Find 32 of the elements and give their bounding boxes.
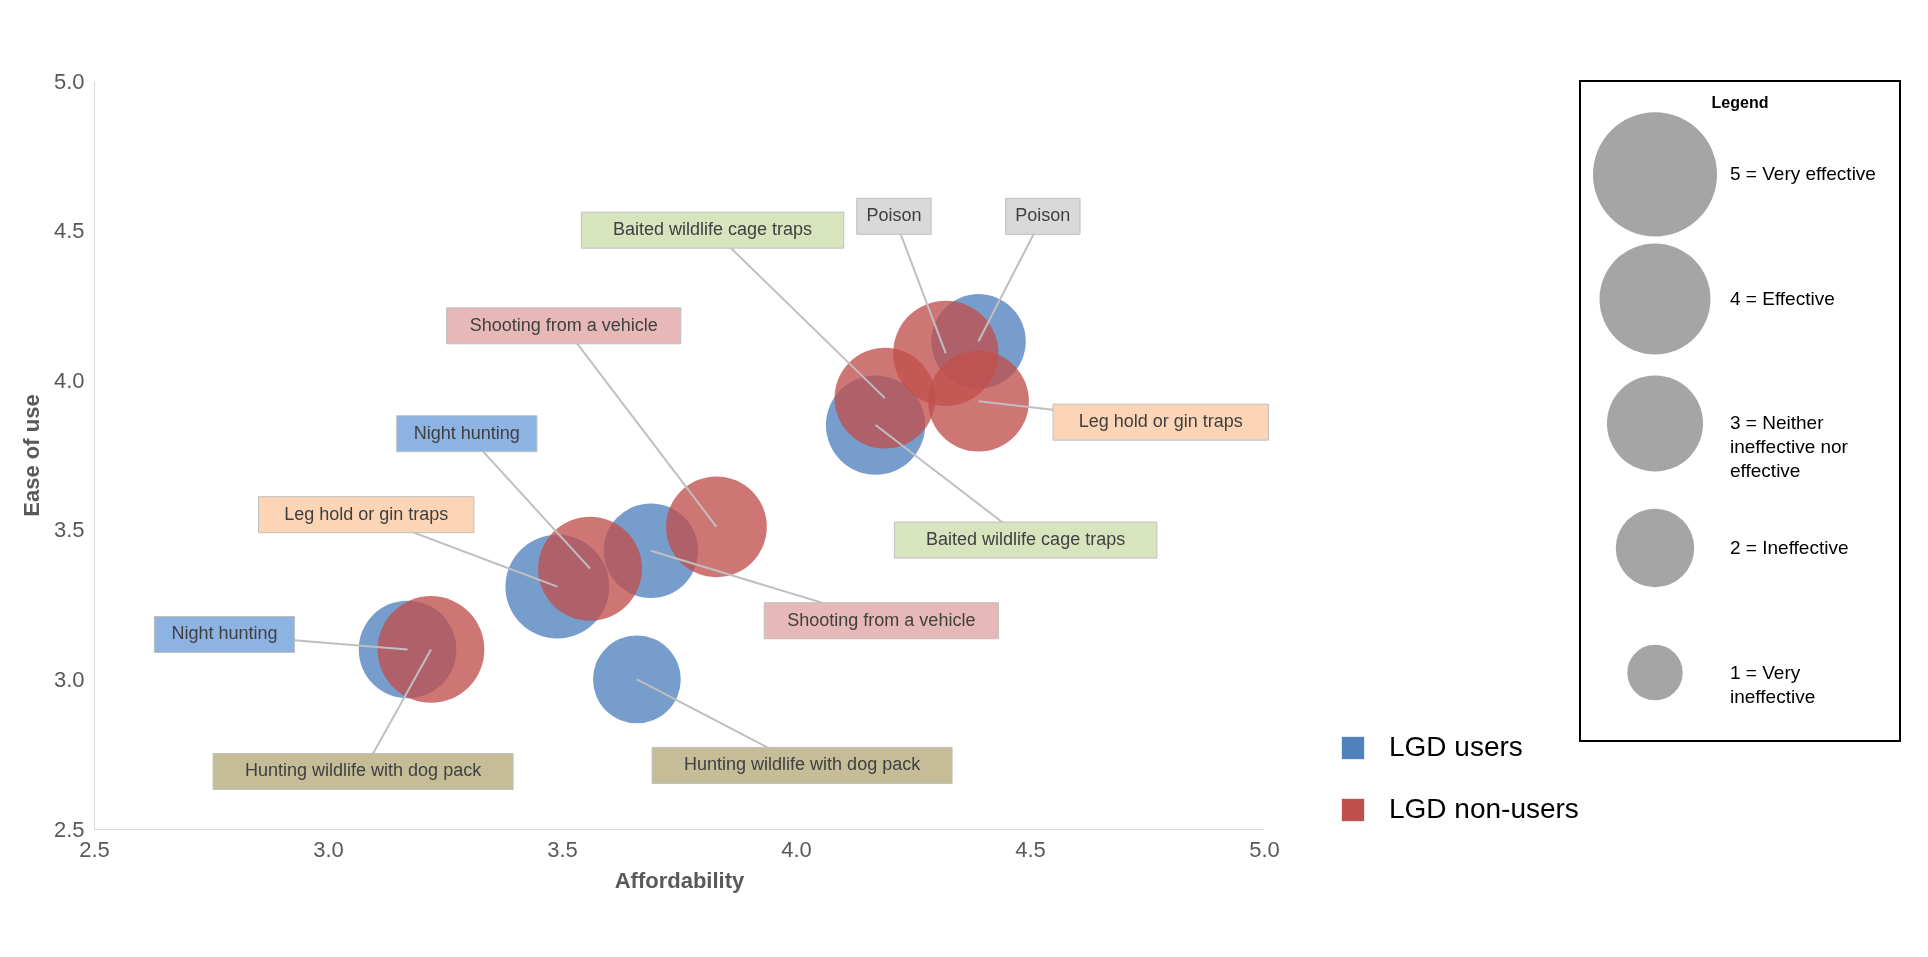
annotation: Hunting wildlife with dog pack: [684, 754, 922, 775]
y-tick-label: 4.5: [53, 218, 85, 244]
y-tick-label: 3.0: [53, 666, 85, 692]
annotation: Night hunting: [413, 422, 520, 443]
x-axis-title: Affordability: [614, 867, 746, 893]
legend-label: LGD users: [1389, 731, 1523, 762]
annotation: Leg hold or gin traps: [284, 503, 449, 524]
y-tick-label: 3.5: [53, 517, 85, 543]
x-tick-label: 3.0: [313, 836, 344, 862]
y-axis-title: Ease of use: [18, 394, 44, 517]
x-tick-label: 5.0: [1249, 836, 1280, 862]
annotation: Leg hold or gin traps: [1078, 411, 1243, 432]
annotation: Hunting wildlife with dog pack: [245, 760, 483, 781]
annotation: Poison: [1015, 205, 1071, 226]
legend-label: 1 = Very ineffective: [1730, 661, 1816, 707]
annotation: Baited wildlife cage traps: [612, 219, 813, 240]
legend-label: 4 = Effective: [1730, 287, 1835, 309]
x-tick-label: 3.5: [547, 836, 578, 862]
x-tick-label: 4.5: [1015, 836, 1046, 862]
annotation: Baited wildlife cage traps: [926, 529, 1126, 550]
legend-label: 2 = Ineffective: [1730, 536, 1849, 558]
legend-label: 3 = Neither ineffective nor effective: [1730, 412, 1849, 482]
y-tick-label: 4.0: [53, 367, 85, 393]
legend-label: LGD non-users: [1389, 793, 1579, 824]
x-tick-label: 4.0: [781, 836, 812, 862]
legend-title: Legend: [1711, 94, 1769, 111]
annotation: Poison: [866, 205, 922, 226]
annotation: Shooting from a vehicle: [787, 609, 976, 630]
annotation: Night hunting: [171, 623, 278, 644]
y-tick-label: 5.0: [53, 68, 85, 94]
legend-label: 5 = Very effective: [1730, 163, 1876, 185]
annotation: Shooting from a vehicle: [469, 314, 658, 335]
